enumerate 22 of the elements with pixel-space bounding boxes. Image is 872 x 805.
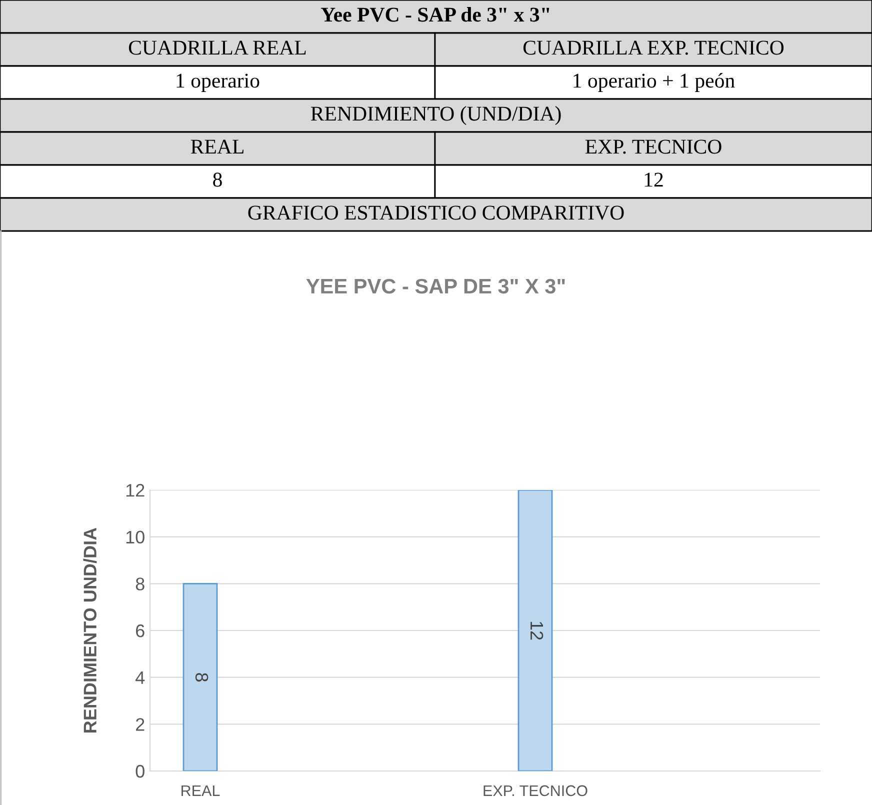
y-tick-label: 6	[136, 624, 144, 638]
y-tick-label: 2	[136, 718, 144, 731]
text: REAL	[190, 140, 244, 154]
text: RENDIMIENTO (UND/DIA)	[310, 106, 561, 125]
data-label: 12	[644, 172, 663, 187]
annotation: 12	[530, 622, 544, 640]
y-tick-label: 12	[126, 484, 144, 497]
y-tick-label: 0	[136, 764, 144, 778]
chart-title: YEE PVC - SAP DE 3" X 3"	[306, 278, 565, 294]
y-axis-title: RENDIMIENTO UND/DIA	[83, 528, 97, 732]
text: Yee PVC - SAP de 3" x 3"	[320, 7, 550, 22]
text: CUADRILLA REAL	[128, 40, 306, 55]
y-tick-label: 8	[136, 578, 144, 590]
text: GRAFICO ESTADISTICO COMPARITIVO	[248, 206, 624, 220]
text: EXP. TECNICO	[585, 140, 722, 154]
text: CUADRILLA EXP. TECNICO	[523, 40, 784, 55]
text: 1 operario	[176, 74, 260, 92]
data-label: 8	[213, 172, 222, 187]
text: 1 operario + 1 peón	[574, 73, 735, 92]
y-tick-label: 4	[136, 671, 145, 684]
y-tick-label: 10	[126, 530, 144, 544]
annotation: 8	[195, 673, 208, 682]
